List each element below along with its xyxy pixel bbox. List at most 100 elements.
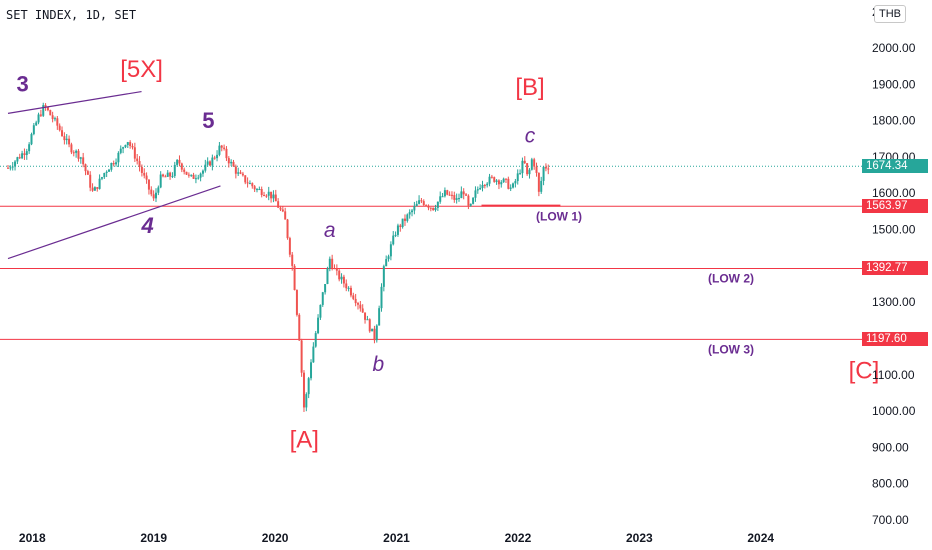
candle-body (159, 174, 162, 188)
lower-wedge-line[interactable] (7, 185, 221, 260)
candle-body (514, 181, 517, 184)
candle-body (418, 200, 421, 204)
candle-body (112, 163, 115, 165)
candle-body (53, 118, 56, 120)
candle-body (347, 287, 350, 289)
candle-body (277, 201, 280, 208)
y-tick-label: 1600.00 (872, 186, 916, 200)
candle-body (392, 235, 395, 245)
candle-body (488, 176, 491, 184)
candle-body (472, 197, 475, 204)
wave-annotation-label[interactable]: b (372, 353, 384, 376)
candle-body (68, 138, 71, 145)
candle-body (223, 147, 226, 149)
candle-body (164, 176, 167, 178)
candle-body (49, 110, 52, 116)
candle-body (512, 183, 515, 188)
candle-body (199, 173, 202, 178)
wave-annotation-label[interactable]: c (525, 124, 536, 147)
candle-body (335, 268, 338, 271)
candle-body (28, 144, 31, 152)
low-label: (LOW 3) (708, 342, 754, 356)
candle-body (467, 195, 470, 206)
candle-body (366, 319, 369, 321)
wave-annotation-label[interactable]: 4 (140, 213, 153, 238)
x-tick-label: 2018 (19, 531, 46, 545)
upper-wedge-line[interactable] (7, 90, 142, 114)
wave-annotation-label[interactable]: [B] (515, 74, 544, 101)
candle-body (251, 183, 254, 187)
candle-body (516, 173, 519, 182)
wave-annotation-label[interactable]: [5X] (120, 56, 163, 83)
candle-body (234, 166, 237, 174)
level-price-tag: 1197.60 (862, 332, 928, 347)
candle-body (110, 163, 113, 170)
candle-body (331, 258, 334, 269)
candles-layer (7, 102, 550, 412)
candle-body (131, 146, 134, 148)
candle-body (98, 178, 101, 189)
candle-body (396, 225, 399, 235)
candle-body (439, 196, 442, 202)
candle-body (401, 218, 404, 228)
y-tick-label: 1500.00 (872, 223, 916, 237)
candle-body (232, 161, 235, 167)
candle-body (307, 378, 310, 395)
candle-body (145, 175, 148, 180)
candle-body (286, 219, 289, 239)
candle-body (84, 164, 87, 172)
y-tick-label: 1300.00 (872, 295, 916, 309)
candle-body (354, 298, 357, 304)
candle-body (359, 304, 362, 309)
candle-body (25, 151, 28, 156)
candle-body (150, 189, 153, 195)
candle-body (502, 178, 505, 183)
candle-body (89, 174, 92, 188)
y-tick-label: 1900.00 (872, 77, 916, 91)
candle-body (192, 174, 195, 179)
candle-body (248, 183, 251, 185)
candle-body (230, 161, 233, 164)
candle-body (479, 187, 482, 190)
candle-body (455, 198, 458, 200)
candle-body (312, 346, 315, 363)
wave-annotation-label[interactable]: [C] (849, 357, 880, 384)
candle-body (387, 256, 390, 260)
currency-button[interactable]: THB (874, 5, 906, 23)
candle-body (216, 154, 219, 159)
y-tick-label: 1000.00 (872, 404, 916, 418)
wave-annotation-label[interactable]: [A] (290, 426, 319, 453)
candle-body (462, 191, 465, 195)
candle-body (481, 184, 484, 188)
candle-body (183, 169, 186, 172)
candle-body (469, 203, 472, 206)
candle-body (425, 205, 428, 207)
candle-body (108, 169, 111, 172)
x-axis[interactable]: 2018 2019 2020 2021 2022 2023 2024 (19, 531, 774, 545)
candle-body (507, 178, 510, 189)
candle-body (206, 161, 209, 165)
candle-body (288, 238, 291, 255)
wave-annotation-label[interactable]: 5 (202, 108, 214, 133)
candle-body (246, 182, 249, 184)
candle-body (476, 189, 479, 191)
candle-body (166, 172, 169, 177)
y-tick-label: 700.00 (872, 513, 909, 527)
candle-body (490, 176, 493, 178)
y-tick-label: 800.00 (872, 477, 909, 491)
candle-body (178, 159, 181, 164)
candle-body (65, 138, 68, 141)
levels-layer (0, 165, 862, 340)
candle-body (493, 177, 496, 182)
candle-body (432, 207, 435, 211)
candle-body (279, 207, 282, 210)
candle-body (295, 290, 298, 315)
wave-annotation-label[interactable]: 3 (16, 72, 28, 97)
candle-body (349, 287, 352, 296)
candle-body (265, 195, 268, 197)
wave-annotation-label[interactable]: a (324, 219, 336, 242)
candle-body (333, 268, 336, 270)
candle-body (253, 186, 256, 190)
low-label: (LOW 1) (536, 209, 582, 223)
